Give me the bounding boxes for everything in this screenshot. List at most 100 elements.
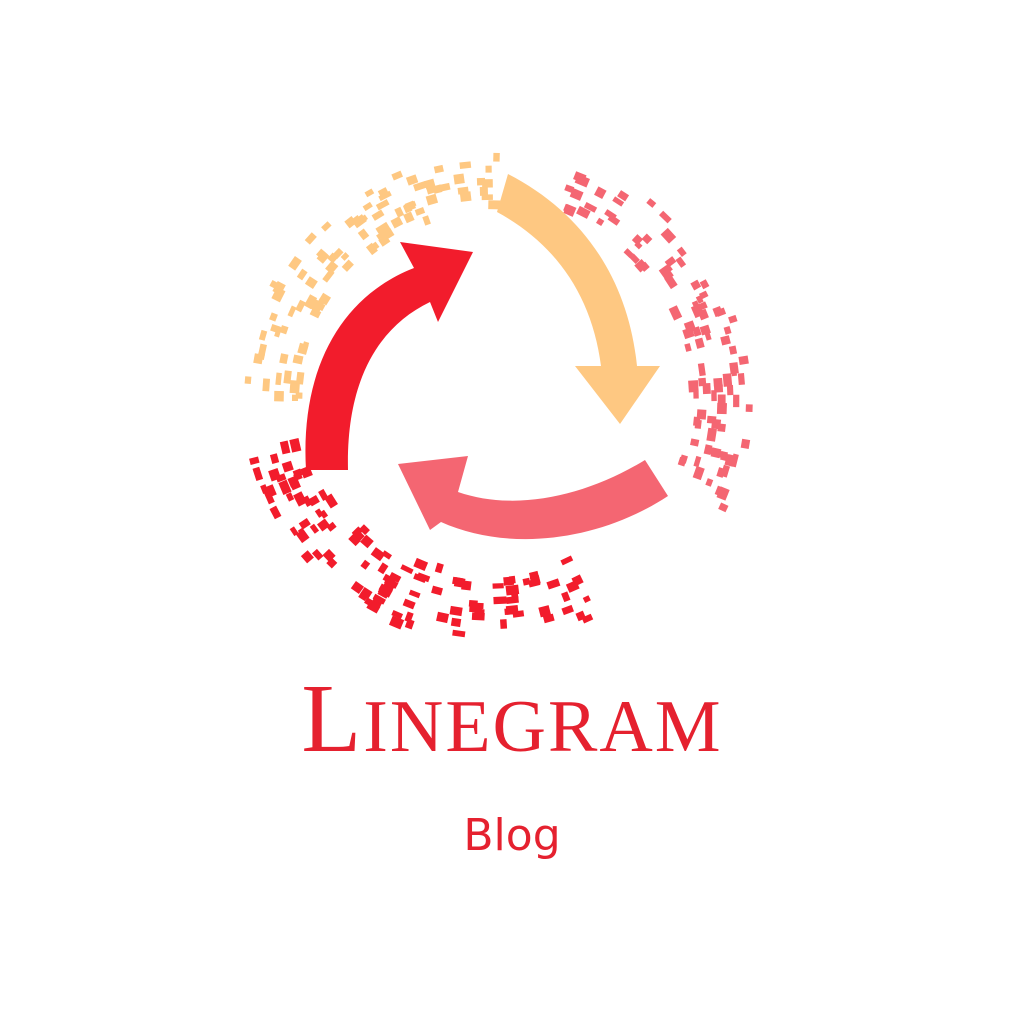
pixel-square	[404, 618, 415, 630]
pixel-square	[422, 215, 431, 226]
pixel-square	[340, 252, 350, 261]
pixel-square	[271, 286, 286, 303]
pixel-square	[695, 295, 704, 304]
pixel-square	[449, 605, 463, 617]
pixel-square	[408, 589, 421, 599]
pixel-square	[382, 579, 396, 593]
pixel-square	[349, 214, 361, 226]
pixel-square	[698, 377, 707, 387]
pixel-square	[375, 221, 391, 237]
pixel-square	[712, 305, 724, 318]
pixel-square	[289, 437, 302, 453]
pixel-square	[726, 384, 734, 396]
red-pixel-trail	[249, 437, 594, 638]
pixel-square	[686, 329, 694, 338]
pixel-square	[561, 604, 574, 616]
pixel-square	[362, 201, 373, 212]
pixel-square	[402, 598, 416, 610]
pixel-square	[314, 508, 324, 518]
pixel-square	[658, 210, 672, 224]
pixel-square	[730, 453, 739, 468]
pixel-square	[688, 380, 699, 393]
pixel-square	[359, 586, 373, 600]
pixel-square	[295, 371, 305, 385]
pixel-square	[309, 307, 322, 319]
pixel-square	[400, 564, 414, 575]
pixel-square	[707, 430, 715, 439]
pixel-square	[378, 583, 393, 596]
pixel-square	[377, 187, 389, 198]
pixel-square	[617, 190, 630, 202]
pixel-square	[296, 268, 308, 281]
pixel-square	[279, 353, 289, 365]
pixel-square	[676, 246, 687, 257]
pixel-square	[612, 196, 625, 207]
pixel-square	[326, 557, 338, 569]
pixel-square	[668, 305, 683, 321]
pixel-square	[740, 438, 751, 450]
pixel-square	[302, 495, 313, 508]
pixel-square	[304, 232, 317, 245]
pixel-square	[745, 404, 753, 413]
pixel-square	[461, 580, 472, 591]
pixel-square	[492, 583, 504, 589]
pixel-square	[522, 577, 531, 586]
pixel-square	[244, 376, 252, 385]
pixel-square	[493, 596, 507, 605]
pixel-square	[370, 547, 386, 562]
pixel-square	[300, 550, 314, 564]
pixel-square	[293, 491, 308, 507]
pixel-square	[604, 209, 617, 221]
pixel-square	[298, 518, 311, 530]
pixel-square	[697, 308, 709, 321]
pixel-square	[292, 354, 304, 365]
pixel-square	[684, 343, 692, 352]
pixel-square	[414, 207, 426, 216]
pixel-square	[283, 370, 292, 384]
pixel-square	[529, 575, 541, 586]
pixel-square	[715, 449, 723, 458]
pixel-square	[717, 394, 726, 406]
pixel-square	[289, 479, 301, 491]
pixel-square	[679, 454, 688, 464]
pixel-square	[623, 248, 634, 259]
pixel-square	[459, 191, 472, 202]
pixel-square	[500, 619, 508, 629]
tagline-text: Blog	[463, 810, 561, 861]
pixel-square	[288, 256, 302, 271]
pixel-square	[264, 490, 275, 505]
pixel-square	[413, 181, 427, 192]
pixel-square	[249, 456, 260, 465]
pixel-square	[319, 509, 329, 519]
pixel-square	[413, 557, 429, 572]
pixel-square	[717, 423, 726, 433]
pixel-square	[268, 468, 282, 482]
pixel-square	[364, 188, 375, 198]
pixel-square	[508, 575, 516, 584]
pixel-square	[694, 419, 702, 429]
pixel-square	[634, 259, 648, 273]
pixel-square	[459, 161, 472, 169]
pixel-square	[431, 585, 443, 596]
pixel-square	[583, 202, 598, 213]
pixel-square	[453, 173, 465, 185]
pixel-square	[304, 294, 318, 310]
pixel-square	[564, 184, 575, 194]
pink-pixel-trail	[563, 171, 753, 513]
pixel-square	[304, 276, 318, 289]
brand-name-text: LINEGRAM	[301, 665, 723, 773]
orange-pixel-trail	[244, 152, 501, 402]
pixel-square	[563, 203, 577, 217]
pixel-square	[576, 205, 591, 219]
pixel-square	[348, 533, 361, 547]
pixel-square	[569, 187, 584, 201]
pixel-square	[301, 341, 310, 351]
pixel-square	[538, 605, 552, 618]
pixel-square	[351, 526, 363, 538]
pixel-square	[253, 353, 264, 365]
pixel-square	[269, 453, 280, 464]
pixel-square	[378, 235, 391, 247]
pixel-square	[365, 242, 378, 256]
pixel-square	[279, 440, 291, 455]
pixel-square	[675, 256, 687, 268]
